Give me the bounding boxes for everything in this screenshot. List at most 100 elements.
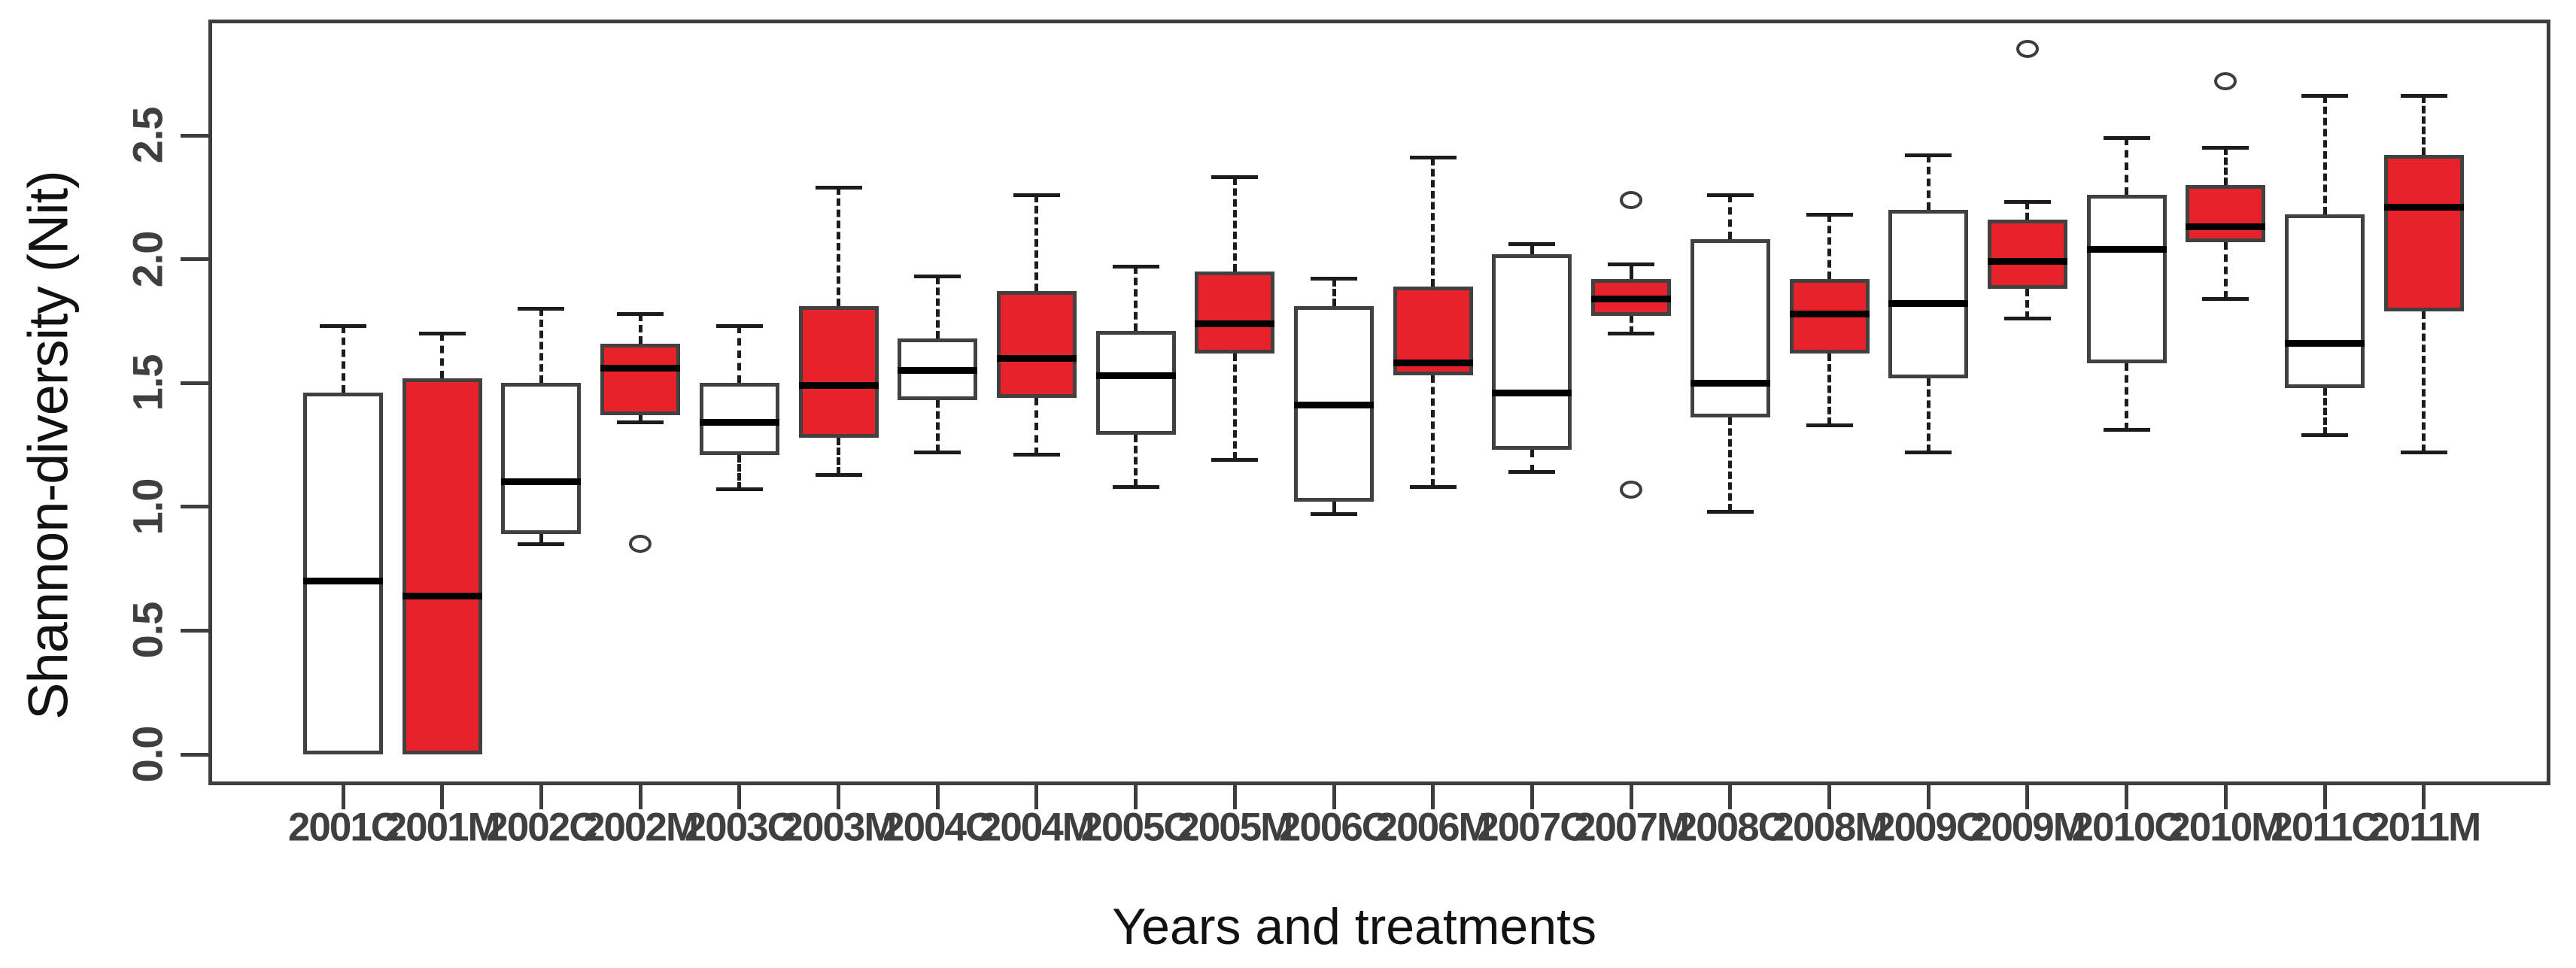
lower-whisker-cap (1806, 423, 1853, 427)
lower-whisker (935, 400, 940, 453)
lower-whisker-cap (1706, 509, 1754, 514)
lower-whisker (2322, 387, 2327, 435)
y-axis-tick (181, 628, 208, 633)
box-2005M (1195, 272, 1275, 354)
upper-whisker (1530, 244, 1534, 254)
box-2010M (2186, 184, 2266, 242)
y-axis-tick (181, 133, 208, 138)
x-axis-tick-label: 2003C (684, 805, 796, 850)
box-2011M (2383, 155, 2464, 311)
upper-whisker-cap (1608, 262, 1655, 266)
x-axis-tick (2223, 785, 2228, 809)
lower-whisker (2125, 363, 2129, 430)
upper-whisker-cap (320, 323, 366, 328)
upper-whisker-cap (1112, 264, 1159, 269)
lower-whisker (1629, 316, 1633, 334)
lower-whisker-cap (1211, 457, 1259, 462)
y-axis-tick-label: 0.5 (123, 602, 172, 659)
x-axis-tick-label: 2008C (1675, 805, 1787, 850)
lower-whisker-cap (2202, 296, 2249, 301)
upper-whisker-cap (2202, 145, 2249, 150)
upper-whisker-cap (1013, 193, 1060, 197)
upper-whisker-cap (1806, 212, 1853, 217)
lower-whisker-cap (2103, 428, 2150, 432)
lower-whisker-cap (1508, 470, 1556, 475)
lower-whisker-cap (815, 472, 862, 477)
lower-whisker-cap (1013, 453, 1060, 457)
x-axis-tick-label: 2005C (1080, 805, 1192, 850)
upper-whisker (1827, 214, 1831, 279)
median-line (699, 419, 779, 426)
y-axis-tick-label: 0.0 (123, 726, 172, 783)
lower-whisker (1134, 435, 1138, 487)
lower-whisker-cap (1112, 484, 1159, 489)
upper-whisker-cap (1706, 193, 1754, 197)
upper-whisker (440, 333, 445, 378)
x-axis-tick (1530, 785, 1534, 809)
lower-whisker (1232, 353, 1237, 460)
box-2009C (1888, 209, 1969, 378)
outlier-point (2214, 71, 2237, 90)
lower-whisker (2025, 289, 2030, 319)
x-axis-tick-label: 2009M (1970, 805, 2086, 850)
upper-whisker-cap (1311, 277, 1357, 281)
x-axis-tick-label: 2001C (287, 805, 399, 850)
upper-whisker (1232, 177, 1237, 272)
lower-whisker-cap (914, 450, 961, 454)
y-axis-tick (181, 381, 208, 385)
box-2003M (798, 306, 879, 438)
y-axis-tick (181, 505, 208, 509)
x-axis-tick (341, 785, 345, 809)
x-axis-tick (1034, 785, 1039, 809)
upper-whisker-cap (2400, 93, 2447, 98)
median-line (1987, 258, 2067, 266)
y-axis-tick-label: 2.0 (123, 231, 172, 288)
box-2003C (699, 383, 779, 455)
upper-whisker (1034, 195, 1039, 292)
upper-whisker-cap (914, 275, 961, 279)
x-axis-tick (440, 785, 445, 809)
box-2008C (1690, 239, 1770, 418)
outlier-point (2016, 39, 2039, 58)
upper-whisker-cap (2103, 135, 2150, 140)
lower-whisker-cap (617, 420, 664, 425)
lower-whisker-cap (2400, 450, 2447, 454)
median-line (1789, 310, 1870, 317)
lower-whisker (1332, 502, 1336, 514)
x-axis-tick-label: 2004M (979, 805, 1095, 850)
x-axis-tick (1629, 785, 1633, 809)
upper-whisker (2125, 138, 2129, 195)
x-axis-tick (837, 785, 840, 809)
upper-whisker (1431, 157, 1435, 287)
median-line (798, 381, 879, 389)
lower-whisker (539, 534, 543, 545)
box-2010C (2086, 195, 2167, 363)
lower-whisker (737, 454, 742, 490)
x-axis-tick-label: 2008M (1772, 805, 1888, 850)
x-axis-tick-label: 2007M (1574, 805, 1690, 850)
upper-whisker-cap (1211, 175, 1259, 180)
median-line (1095, 372, 1176, 379)
x-axis-tick (2125, 785, 2129, 809)
lower-whisker-cap (518, 542, 565, 546)
lower-whisker (837, 437, 840, 475)
median-line (2285, 340, 2365, 347)
box-2004M (996, 291, 1077, 398)
upper-whisker (737, 326, 742, 384)
box-2002C (501, 383, 582, 534)
upper-whisker-cap (418, 331, 466, 335)
x-axis-tick (539, 785, 543, 809)
upper-whisker-cap (1409, 156, 1457, 160)
x-axis-tick (737, 785, 742, 809)
upper-whisker (2422, 96, 2426, 156)
x-axis-tick (2025, 785, 2030, 809)
lower-whisker (1926, 378, 1930, 453)
x-axis-tick-label: 2003M (781, 805, 897, 850)
upper-whisker (1332, 278, 1336, 307)
x-axis-tick (1332, 785, 1336, 809)
x-axis-title: Years and treatments (1112, 898, 1596, 955)
median-line (600, 364, 681, 372)
median-line (996, 354, 1077, 362)
